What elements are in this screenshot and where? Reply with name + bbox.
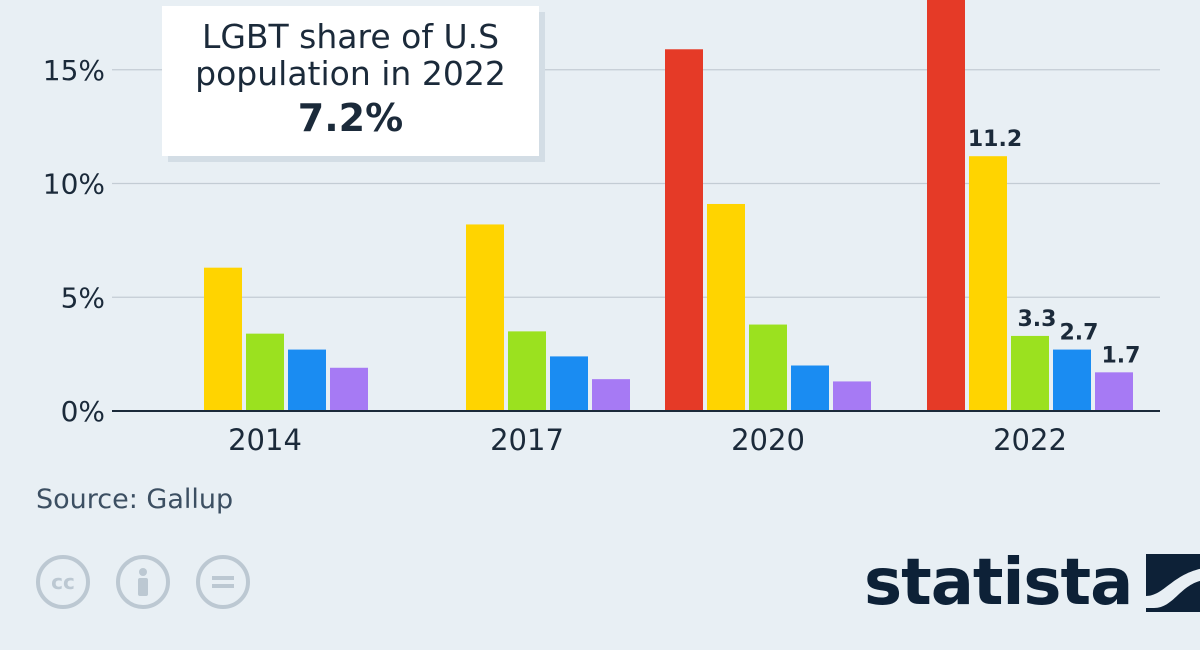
bar-2020-1	[707, 203, 745, 411]
data-label: 11.2	[968, 127, 1022, 152]
x-tick-label: 2020	[731, 423, 805, 457]
y-tick-label: 0%	[61, 395, 105, 428]
statista-mark-icon	[1146, 554, 1200, 612]
bar-2020-2	[749, 324, 787, 411]
license-icons: cc	[36, 555, 250, 609]
callout-title: LGBT share of U.S population in 2022	[195, 17, 506, 93]
bar-2020-3	[791, 365, 829, 411]
bar-2022-3	[1053, 349, 1091, 411]
callout-value: 7.2%	[297, 96, 404, 140]
bar-2022-1	[969, 156, 1007, 411]
callout-box: LGBT share of U.S population in 2022 7.2…	[162, 6, 539, 156]
y-tick-label: 15%	[43, 54, 105, 87]
source-note: Source: Gallup	[36, 484, 234, 515]
bar-2020-4	[833, 381, 871, 411]
bar-2017-3	[550, 356, 588, 411]
x-tick-label: 2014	[228, 423, 302, 457]
data-label: 1.7	[1102, 343, 1141, 368]
cc-icon: cc	[36, 555, 90, 609]
bar-2017-1	[466, 224, 504, 411]
bar-2014-1	[204, 267, 242, 411]
bar-2014-3	[288, 349, 326, 411]
bar-2020-0	[665, 49, 703, 412]
bar-2022-2	[1011, 335, 1049, 411]
statista-logo: statista	[864, 548, 1200, 618]
y-tick-label: 10%	[43, 168, 105, 201]
brand-wordmark: statista	[864, 546, 1133, 620]
x-tick-label: 2022	[993, 423, 1067, 457]
x-tick-label: 2017	[490, 423, 564, 457]
bar-2017-4	[592, 379, 630, 411]
bar-2014-2	[246, 333, 284, 411]
bar-2022-4	[1095, 372, 1133, 411]
y-tick-label: 5%	[61, 281, 105, 314]
bar-2022-0	[927, 0, 965, 411]
by-icon	[116, 555, 170, 609]
nd-icon	[196, 555, 250, 609]
bar-2014-4	[330, 367, 368, 411]
data-label: 2.7	[1060, 321, 1099, 346]
data-label: 3.3	[1018, 307, 1057, 332]
bar-2017-2	[508, 331, 546, 411]
